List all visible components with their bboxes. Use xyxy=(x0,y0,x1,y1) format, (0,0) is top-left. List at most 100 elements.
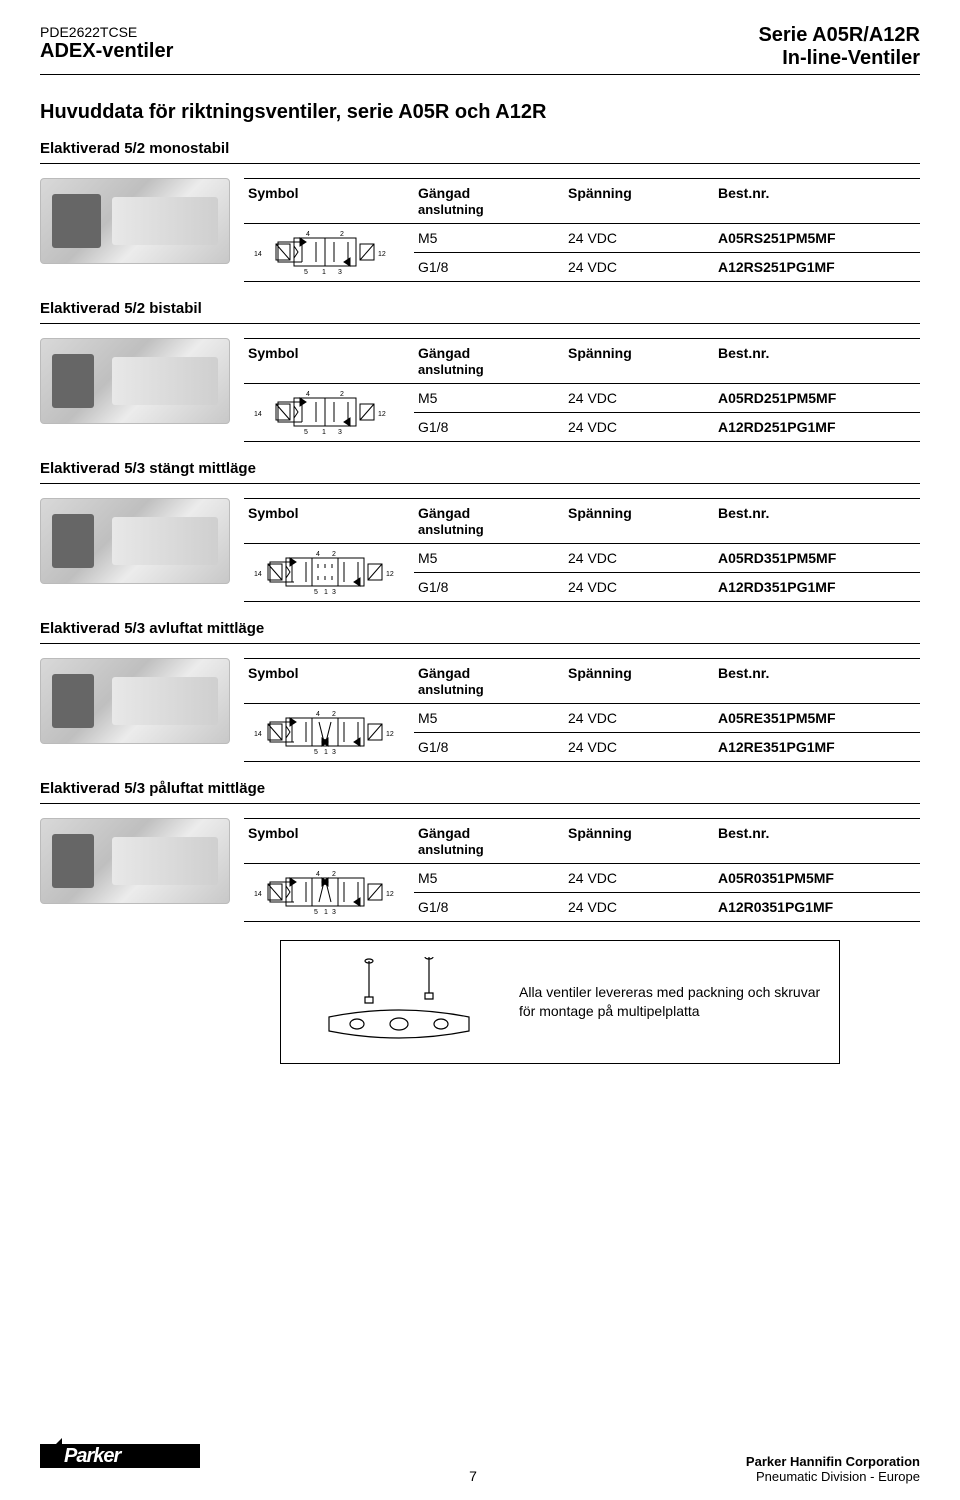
section-body: Symbol Gängadanslutning Spänning Best.nr… xyxy=(40,498,920,602)
footer-division: Pneumatic Division - Europe xyxy=(756,1469,920,1484)
svg-text:14: 14 xyxy=(254,411,262,418)
svg-text:12: 12 xyxy=(386,731,394,738)
col-symbol: Symbol xyxy=(244,339,414,384)
spec-table-wrap: Symbol Gängadanslutning Spänning Best.nr… xyxy=(244,338,920,442)
valve-photo xyxy=(40,658,230,744)
col-partnumber: Best.nr. xyxy=(714,819,920,864)
svg-text:5: 5 xyxy=(314,909,318,916)
col-partnumber: Best.nr. xyxy=(714,659,920,704)
svg-text:2: 2 xyxy=(332,871,336,878)
header-subtitle: In-line-Ventiler xyxy=(758,47,920,70)
symbol-cell: 14 12 4 2 5 3 1 xyxy=(244,704,414,762)
table-row: 14 12 4 2 5 3 1 M5 24 VDC A05RD251PM5MF xyxy=(244,384,920,413)
section: Elaktiverad 5/3 stängt mittläge Symbol G… xyxy=(40,460,920,602)
col-connection: Gängadanslutning xyxy=(414,179,564,224)
spec-table-wrap: Symbol Gängadanslutning Spänning Best.nr… xyxy=(244,178,920,282)
col-symbol: Symbol xyxy=(244,499,414,544)
section: Elaktiverad 5/2 bistabil Symbol Gängadan… xyxy=(40,300,920,442)
section: Elaktiverad 5/3 avluftat mittläge Symbol… xyxy=(40,620,920,762)
logo-text: Parker xyxy=(64,1445,120,1468)
col-connection: Gängadanslutning xyxy=(414,499,564,544)
svg-text:14: 14 xyxy=(254,891,262,898)
table-row: 14 12 4 2 5 3 1 M5 24 VDC A05RE351PM5MF xyxy=(244,704,920,733)
table-row: 14 12 4 2 5 3 1 M5 24 VDC A05RS251PM5MF xyxy=(244,224,920,253)
table-header-row: Symbol Gängadanslutning Spänning Best.nr… xyxy=(244,179,920,224)
partnumber-cell: A05RD251PM5MF xyxy=(714,384,920,413)
section: Elaktiverad 5/3 påluftat mittläge Symbol… xyxy=(40,780,920,922)
svg-text:2: 2 xyxy=(332,711,336,718)
spec-table-wrap: Symbol Gängadanslutning Spänning Best.nr… xyxy=(244,658,920,762)
svg-text:4: 4 xyxy=(316,551,320,558)
volt-cell: 24 VDC xyxy=(564,864,714,893)
conn-cell: G1/8 xyxy=(414,573,564,602)
spec-table: Symbol Gängadanslutning Spänning Best.nr… xyxy=(244,498,920,602)
page-footer: Parker 7 Parker Hannifin Corporation Pne… xyxy=(40,1444,920,1484)
valve-photo xyxy=(40,178,230,264)
valve-photo xyxy=(40,338,230,424)
section-body: Symbol Gängadanslutning Spänning Best.nr… xyxy=(40,338,920,442)
section-body: Symbol Gängadanslutning Spänning Best.nr… xyxy=(40,658,920,762)
volt-cell: 24 VDC xyxy=(564,733,714,762)
footer-right: Parker Hannifin Corporation Pneumatic Di… xyxy=(746,1454,920,1484)
section: Elaktiverad 5/2 monostabil Symbol Gängad… xyxy=(40,140,920,282)
svg-text:5: 5 xyxy=(314,749,318,756)
header-left: PDE2622TCSE ADEX-ventiler xyxy=(40,24,173,63)
svg-text:4: 4 xyxy=(306,391,310,398)
col-voltage: Spänning xyxy=(564,179,714,224)
footer-company: Parker Hannifin Corporation xyxy=(746,1454,920,1469)
page-number: 7 xyxy=(469,1468,477,1484)
section-heading: Elaktiverad 5/3 stängt mittläge xyxy=(40,460,920,477)
header-series: Serie A05R/A12R xyxy=(758,24,920,47)
partnumber-cell: A05R0351PM5MF xyxy=(714,864,920,893)
svg-text:4: 4 xyxy=(306,231,310,238)
conn-cell: G1/8 xyxy=(414,253,564,282)
partnumber-cell: A12RE351PG1MF xyxy=(714,733,920,762)
spec-table-wrap: Symbol Gängadanslutning Spänning Best.nr… xyxy=(244,498,920,602)
section-body: Symbol Gängadanslutning Spänning Best.nr… xyxy=(40,818,920,922)
conn-cell: M5 xyxy=(414,704,564,733)
section-rule xyxy=(40,643,920,644)
volt-cell: 24 VDC xyxy=(564,544,714,573)
col-symbol: Symbol xyxy=(244,819,414,864)
conn-cell: M5 xyxy=(414,224,564,253)
spec-table: Symbol Gängadanslutning Spänning Best.nr… xyxy=(244,658,920,762)
conn-cell: M5 xyxy=(414,544,564,573)
volt-cell: 24 VDC xyxy=(564,413,714,442)
svg-text:3: 3 xyxy=(338,269,342,276)
section-rule xyxy=(40,163,920,164)
parker-logo: Parker xyxy=(40,1444,200,1484)
partnumber-cell: A12R0351PG1MF xyxy=(714,893,920,922)
svg-text:12: 12 xyxy=(378,251,386,258)
svg-text:1: 1 xyxy=(322,429,326,436)
spec-table: Symbol Gängadanslutning Spänning Best.nr… xyxy=(244,818,920,922)
table-header-row: Symbol Gängadanslutning Spänning Best.nr… xyxy=(244,659,920,704)
table-header-row: Symbol Gängadanslutning Spänning Best.nr… xyxy=(244,499,920,544)
symbol-cell: 14 12 4 2 5 3 1 xyxy=(244,384,414,442)
section-rule xyxy=(40,323,920,324)
doc-number: PDE2622TCSE xyxy=(40,24,173,40)
mounting-kit-icon xyxy=(299,957,499,1047)
spec-table: Symbol Gängadanslutning Spänning Best.nr… xyxy=(244,338,920,442)
svg-text:3: 3 xyxy=(332,749,336,756)
valve-photo xyxy=(40,498,230,584)
col-connection: Gängadanslutning xyxy=(414,339,564,384)
page-title: Huvuddata för riktningsventiler, serie A… xyxy=(40,101,920,124)
conn-cell: G1/8 xyxy=(414,893,564,922)
partnumber-cell: A05RS251PM5MF xyxy=(714,224,920,253)
section-rule xyxy=(40,483,920,484)
conn-cell: G1/8 xyxy=(414,733,564,762)
svg-text:3: 3 xyxy=(332,589,336,596)
col-partnumber: Best.nr. xyxy=(714,179,920,224)
partnumber-cell: A05RE351PM5MF xyxy=(714,704,920,733)
svg-text:3: 3 xyxy=(332,909,336,916)
col-voltage: Spänning xyxy=(564,499,714,544)
col-symbol: Symbol xyxy=(244,659,414,704)
conn-cell: M5 xyxy=(414,384,564,413)
section-heading: Elaktiverad 5/2 bistabil xyxy=(40,300,920,317)
note-box: Alla ventiler levereras med packning och… xyxy=(280,940,840,1064)
section-body: Symbol Gängadanslutning Spänning Best.nr… xyxy=(40,178,920,282)
table-row: 14 12 4 2 5 3 1 M5 24 VDC A05RD351PM5MF xyxy=(244,544,920,573)
section-heading: Elaktiverad 5/3 påluftat mittläge xyxy=(40,780,920,797)
conn-cell: G1/8 xyxy=(414,413,564,442)
svg-text:12: 12 xyxy=(386,891,394,898)
